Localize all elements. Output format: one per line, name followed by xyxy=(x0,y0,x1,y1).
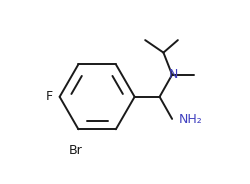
Text: NH₂: NH₂ xyxy=(179,113,203,126)
Text: F: F xyxy=(46,90,53,103)
Text: Br: Br xyxy=(69,144,82,157)
Text: N: N xyxy=(168,68,178,81)
